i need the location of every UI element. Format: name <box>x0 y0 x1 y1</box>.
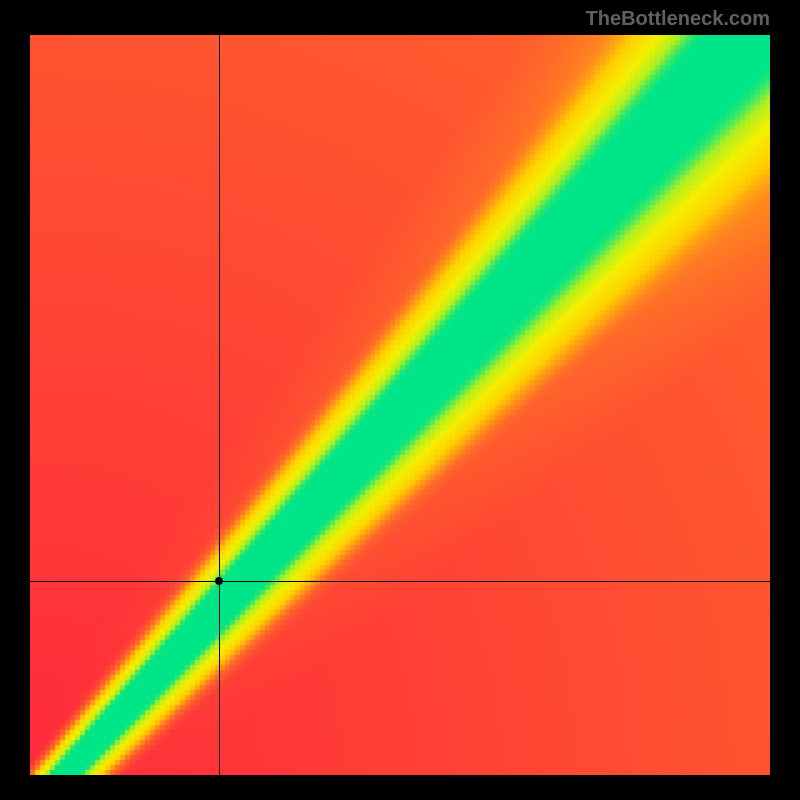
heatmap-canvas <box>30 35 770 775</box>
watermark-text: TheBottleneck.com <box>586 8 770 31</box>
crosshair-marker-dot <box>215 577 223 585</box>
heatmap-chart <box>30 35 770 775</box>
crosshair-vertical <box>219 35 220 775</box>
crosshair-horizontal <box>30 581 770 582</box>
